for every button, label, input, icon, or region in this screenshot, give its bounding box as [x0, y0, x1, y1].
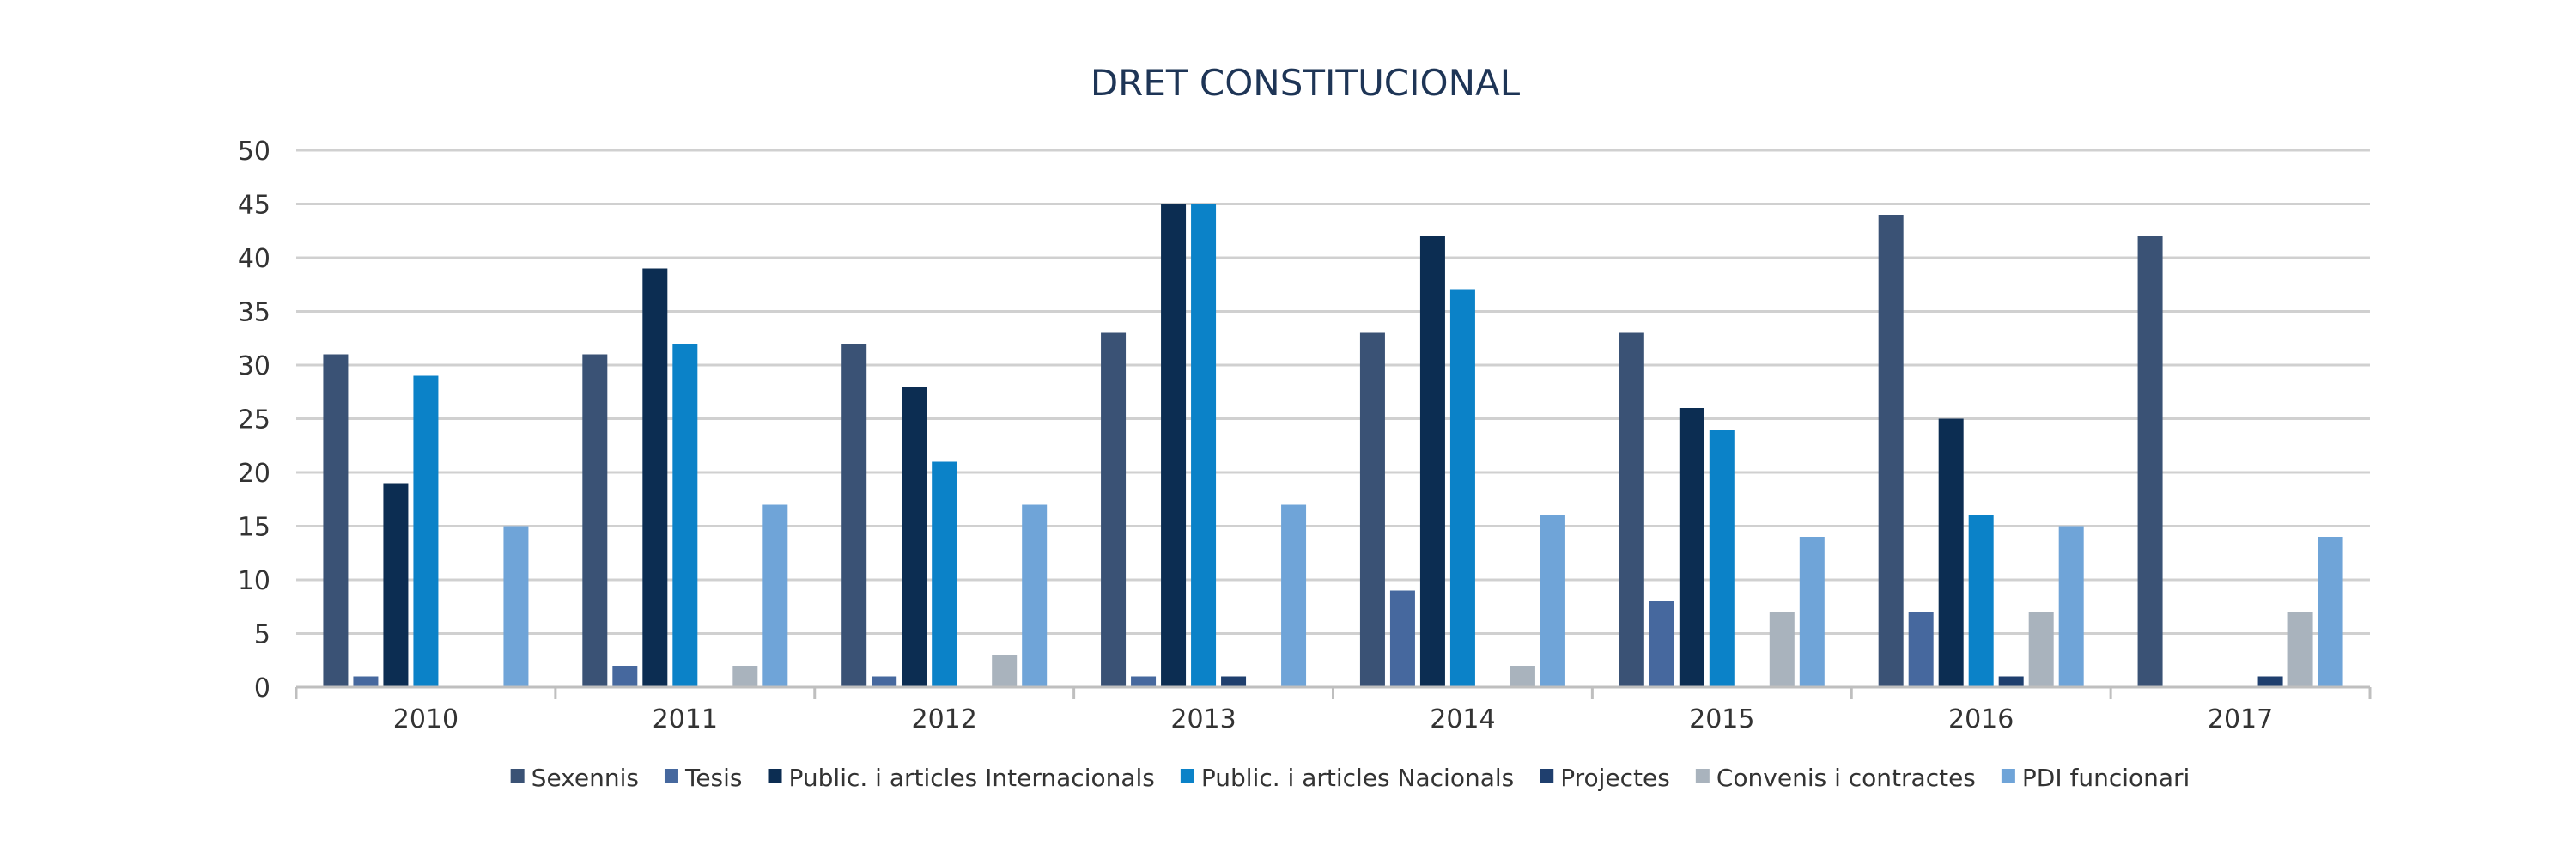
- x-tick-label: 2014: [1430, 704, 1495, 734]
- bar: [2287, 612, 2313, 687]
- bar: [872, 676, 897, 687]
- bar: [2137, 236, 2163, 687]
- bar: [1908, 612, 1934, 687]
- x-tick-label: 2012: [912, 704, 977, 734]
- bar: [1161, 204, 1187, 687]
- legend-label: Public. i articles Nacionals: [1201, 764, 1514, 792]
- x-tick-label: 2011: [653, 704, 718, 734]
- bar: [2257, 676, 2283, 687]
- legend: Sexennis Tesis Public. i articles Internac…: [510, 764, 2190, 792]
- bar: [1649, 601, 1674, 687]
- y-tick-label: 50: [238, 137, 270, 167]
- bar: [1709, 430, 1735, 687]
- x-tick-label: 2013: [1170, 704, 1236, 734]
- bar: [1389, 590, 1415, 687]
- bar: [2028, 612, 2054, 687]
- x-tick-label: 2015: [1689, 704, 1754, 734]
- bar: [1510, 666, 1535, 687]
- legend-item: Sexennis: [510, 764, 639, 792]
- bar: [2058, 526, 2084, 687]
- axes: 0 5 10 15 20 25 30 35 40 45 50 2010 2011 2012 2013 2014…: [238, 137, 2372, 734]
- legend-swatch: [1695, 769, 1710, 783]
- bar: [1998, 676, 2024, 687]
- y-tick-label: 35: [238, 298, 270, 328]
- x-tick-label: 2010: [393, 704, 459, 734]
- y-tick-label: 10: [238, 566, 270, 596]
- legend-item: Public. i articles Nacionals: [1180, 764, 1514, 792]
- bar: [1022, 504, 1048, 687]
- legend-label: Convenis i contractes: [1716, 764, 1976, 792]
- bar: [1131, 676, 1157, 687]
- bars: [323, 204, 2343, 687]
- bar: [762, 504, 788, 687]
- y-tick-label: 25: [238, 405, 270, 436]
- legend-label: Projectes: [1560, 764, 1670, 792]
- bar: [413, 375, 439, 687]
- bar: [2318, 537, 2343, 687]
- bar: [1878, 215, 1904, 687]
- y-tick-label: 40: [238, 244, 270, 274]
- bar: [1359, 332, 1385, 687]
- bar: [1449, 289, 1475, 687]
- y-tick-label: 0: [254, 673, 270, 704]
- bar: [1540, 515, 1565, 687]
- chart-title: DRET CONSTITUCIONAL: [1090, 62, 1521, 104]
- legend-item: Convenis i contractes: [1695, 764, 1976, 792]
- bar: [1938, 418, 1964, 687]
- bar: [383, 483, 409, 687]
- legend-swatch: [1540, 769, 1554, 783]
- y-tick-label: 30: [238, 351, 270, 381]
- bar: [1191, 204, 1217, 687]
- bar: [1101, 332, 1127, 687]
- y-tick-label: 45: [238, 191, 270, 221]
- bar: [1281, 504, 1307, 687]
- x-tick-label: 2016: [1948, 704, 2014, 734]
- legend-swatch: [510, 769, 525, 783]
- bar: [1221, 676, 1247, 687]
- bar: [992, 655, 1018, 687]
- bar: [1619, 332, 1644, 687]
- bar: [1799, 537, 1825, 687]
- legend-label: Sexennis: [532, 764, 639, 792]
- bar: [503, 526, 529, 687]
- bar: [642, 268, 668, 687]
- legend-item: Public. i articles Internacionals: [768, 764, 1155, 792]
- legend-label: Public. i articles Internacionals: [789, 764, 1155, 792]
- bar: [841, 344, 867, 687]
- legend-item: PDI funcionari: [2001, 764, 2190, 792]
- bar: [932, 461, 957, 687]
- bar: [612, 666, 638, 687]
- y-tick-label: 20: [238, 459, 270, 489]
- legend-swatch: [1180, 769, 1194, 783]
- bar: [1679, 408, 1704, 687]
- bar: [582, 354, 608, 687]
- y-tick-label: 15: [238, 513, 270, 543]
- legend-label: PDI funcionari: [2022, 764, 2190, 792]
- x-tick-label: 2017: [2208, 704, 2273, 734]
- bar: [732, 666, 758, 687]
- bar: [672, 344, 698, 687]
- bar: [323, 354, 349, 687]
- bar: [1968, 515, 1994, 687]
- legend-swatch: [2001, 769, 2015, 783]
- legend-swatch: [768, 769, 782, 783]
- legend-item: Tesis: [664, 764, 743, 792]
- y-tick-label: 5: [254, 620, 270, 650]
- bar: [353, 676, 379, 687]
- legend-item: Projectes: [1540, 764, 1670, 792]
- legend-swatch: [664, 769, 678, 783]
- bar: [1769, 612, 1795, 687]
- gridlines: [296, 149, 2370, 635]
- bar: [902, 387, 927, 687]
- bar: [1419, 236, 1445, 687]
- legend-label: Tesis: [684, 764, 743, 792]
